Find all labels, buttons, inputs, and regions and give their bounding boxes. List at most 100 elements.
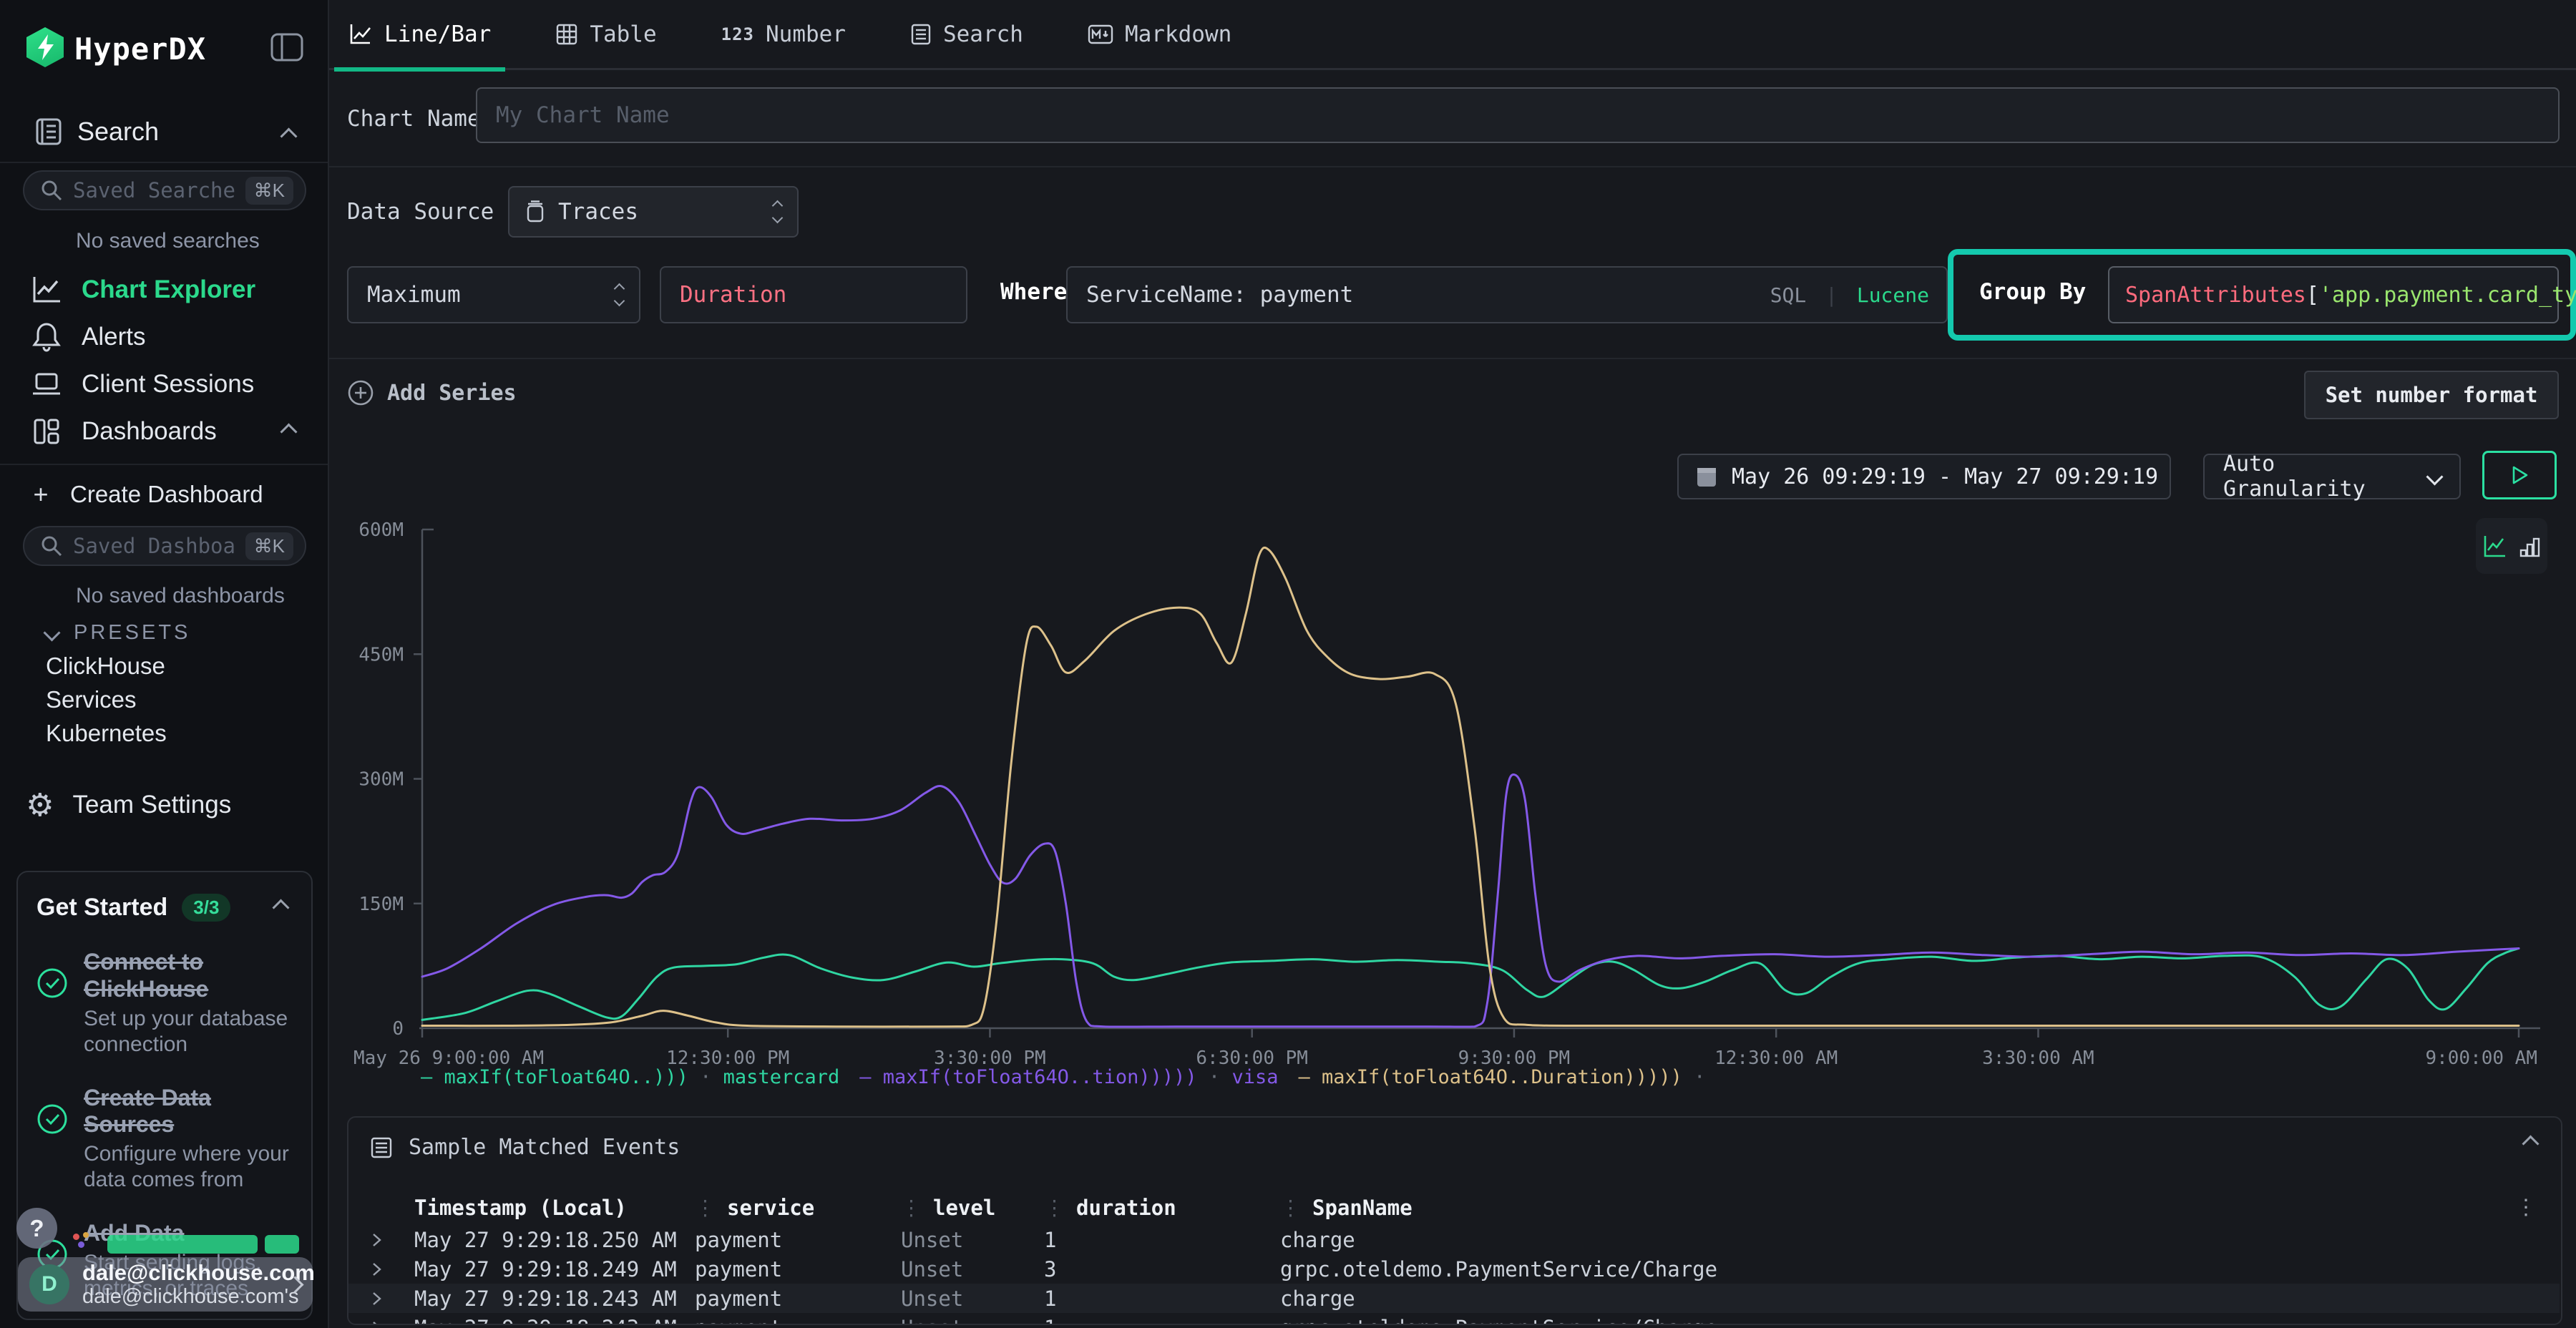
row-expand-icon[interactable] <box>369 1261 414 1277</box>
get-started-item[interactable]: Connect to ClickHouse Set up your databa… <box>36 949 293 1058</box>
lucene-mode-toggle[interactable]: Lucene <box>1856 283 1929 307</box>
col-duration[interactable]: ⋮ duration <box>1044 1196 1176 1220</box>
events-panel-title: Sample Matched Events <box>409 1135 680 1160</box>
preset-kubernetes[interactable]: Kubernetes <box>46 720 167 746</box>
journal-icon <box>36 118 62 145</box>
table-row[interactable]: May 27 9:29:18.243 AM payment Unset 1 charge <box>348 1284 2560 1313</box>
user-email: dale@clickhouse.com <box>82 1259 315 1285</box>
plus-circle-icon <box>348 380 374 406</box>
drag-handle-icon: ⋮ <box>1044 1196 1065 1220</box>
sidebar-item-client-sessions[interactable]: Client Sessions <box>0 362 328 406</box>
calendar-icon <box>1697 468 1716 487</box>
user-org: dale@clickhouse.com's <box>82 1285 299 1309</box>
table-row[interactable]: May 27 9:29:18.249 AM payment Unset 3 grpc.o… <box>348 1254 2560 1284</box>
bar-mode-icon[interactable] <box>2519 533 2541 559</box>
data-source-select[interactable]: Traces <box>508 186 799 238</box>
set-number-format-button[interactable]: Set number format <box>2304 371 2559 419</box>
chart-type-tabbar: Line/Bar Table 123 Number Search Markdow… <box>329 0 2576 72</box>
where-input[interactable]: ServiceName: payment SQL | Lucene <box>1066 266 1948 323</box>
svg-text:300M: 300M <box>358 769 404 791</box>
create-dashboard-button[interactable]: + Create Dashboard <box>0 472 328 517</box>
svg-text:May 26 9:00:00 AM: May 26 9:00:00 AM <box>353 1048 544 1069</box>
tab-line-bar[interactable]: Line/Bar <box>334 0 506 72</box>
chart-icon <box>30 275 63 304</box>
select-chevrons-icon <box>771 200 784 224</box>
saved-searches-input[interactable]: ⌘K <box>23 170 306 210</box>
legend-item[interactable]: — maxIf(toFloat64O..tion))))) · visa <box>859 1066 1279 1088</box>
svg-text:12:30:00 PM: 12:30:00 PM <box>666 1048 789 1069</box>
preset-services[interactable]: Services <box>46 686 137 713</box>
sidebar-item-team-settings[interactable]: ⚙ Team Settings <box>26 786 232 824</box>
date-range-picker[interactable]: May 26 09:29:19 - May 27 09:29:19 <box>1677 454 2171 499</box>
collapse-panel-icon[interactable] <box>2522 1135 2540 1153</box>
shortcut-badge: ⌘K <box>245 176 293 205</box>
granularity-select[interactable]: Auto Granularity <box>2203 451 2461 502</box>
bell-icon <box>30 321 63 353</box>
tab-table[interactable]: Table <box>541 0 670 69</box>
svg-text:9:30:00 PM: 9:30:00 PM <box>1458 1048 1571 1069</box>
database-icon <box>527 200 544 223</box>
svg-text:3:30:00 PM: 3:30:00 PM <box>934 1048 1046 1069</box>
play-icon <box>2512 466 2528 484</box>
avatar: D <box>29 1264 69 1304</box>
row-expand-icon[interactable] <box>369 1232 414 1248</box>
chevron-down-icon <box>2426 468 2444 485</box>
chevron-up-icon[interactable] <box>280 422 298 441</box>
col-level[interactable]: ⋮ level <box>901 1196 996 1220</box>
drag-handle-icon: ⋮ <box>1280 1196 1301 1220</box>
field-input[interactable]: Duration <box>660 266 967 323</box>
check-circle-icon <box>36 949 68 1058</box>
table-row[interactable]: May 27 9:29:18.243 AMpaymentUnset1grpc.o… <box>348 1313 2560 1324</box>
saved-dashboards-input[interactable]: ⌘K <box>23 526 306 566</box>
svg-text:6:30:00 PM: 6:30:00 PM <box>1196 1048 1308 1069</box>
confetti-icon <box>72 1232 96 1254</box>
timeseries-chart[interactable]: 0 150M 300M 450M 600M May 26 9:00:00 AM 12:30:… <box>329 501 2576 1105</box>
sql-mode-toggle[interactable]: SQL <box>1770 283 1807 307</box>
svg-text:150M: 150M <box>358 894 404 915</box>
col-service[interactable]: ⋮ service <box>695 1196 815 1220</box>
kebab-menu-icon[interactable]: ⋮ <box>2515 1195 2537 1220</box>
presets-toggle[interactable]: PRESETS <box>43 621 190 645</box>
table-row[interactable]: May 27 9:29:18.250 AM payment Unset 1 charge <box>348 1225 2560 1254</box>
get-started-progress-badge: 3/3 <box>182 894 231 922</box>
group-by-label: Group By <box>1979 279 2087 305</box>
markdown-icon <box>1088 24 1113 44</box>
legend-item[interactable]: — maxIf(toFloat64O..Duration))))) · <box>1298 1066 1706 1088</box>
col-timestamp[interactable]: Timestamp (Local) <box>414 1196 627 1220</box>
sidebar-item-chart-explorer[interactable]: Chart Explorer <box>0 268 328 312</box>
line-mode-icon[interactable] <box>2482 533 2508 559</box>
number-icon: 123 <box>721 24 754 44</box>
chevron-up-icon[interactable] <box>272 899 290 917</box>
help-button[interactable]: ? <box>16 1208 57 1249</box>
tab-search[interactable]: Search <box>896 0 1038 69</box>
tab-number[interactable]: 123 Number <box>721 21 846 47</box>
no-saved-dashboards-note: No saved dashboards <box>76 584 285 607</box>
hidden-task-text <box>107 1235 258 1254</box>
preset-clickhouse[interactable]: ClickHouse <box>46 653 165 679</box>
no-saved-searches-note: No saved searches <box>76 229 260 253</box>
aggregation-select[interactable]: Maximum <box>347 266 640 323</box>
display-mode-toggle <box>2476 518 2547 574</box>
add-series-button[interactable]: Add Series <box>347 379 517 406</box>
row-expand-icon[interactable] <box>369 1291 414 1307</box>
user-menu[interactable]: D dale@clickhouse.com dale@clickhouse.co… <box>18 1257 315 1312</box>
legend-item[interactable]: — maxIf(toFloat64O..))) · mastercard <box>421 1066 840 1088</box>
chevron-up-icon[interactable] <box>280 127 298 145</box>
sidebar-collapse-icon[interactable] <box>270 30 304 64</box>
hyperdx-logo-icon <box>26 27 64 67</box>
sidebar-section-search[interactable]: Search <box>33 116 159 147</box>
chart-legend[interactable]: — maxIf(toFloat64O..))) · mastercard — ma… <box>421 1066 1705 1088</box>
sidebar-item-alerts[interactable]: Alerts <box>0 315 328 359</box>
tab-markdown[interactable]: Markdown <box>1073 0 1246 69</box>
chart-name-input[interactable] <box>476 87 2560 143</box>
sample-matched-events-panel: Sample Matched Events ⋮ Timestamp (Local… <box>347 1116 2562 1325</box>
col-spanname[interactable]: ⋮ SpanName <box>1280 1196 1413 1220</box>
events-table-header: Timestamp (Local) ⋮ service ⋮ level ⋮ durat… <box>348 1191 2531 1225</box>
svg-text:0: 0 <box>392 1018 404 1040</box>
get-started-item[interactable]: Create Data Sources Configure where your… <box>36 1085 293 1193</box>
run-query-button[interactable] <box>2482 451 2557 499</box>
row-expand-icon[interactable] <box>369 1320 414 1324</box>
sidebar-item-dashboards[interactable]: Dashboards <box>0 409 328 454</box>
svg-text:600M: 600M <box>358 519 404 541</box>
group-by-input[interactable]: SpanAttributes['app.payment.card_type'] <box>2108 266 2576 323</box>
